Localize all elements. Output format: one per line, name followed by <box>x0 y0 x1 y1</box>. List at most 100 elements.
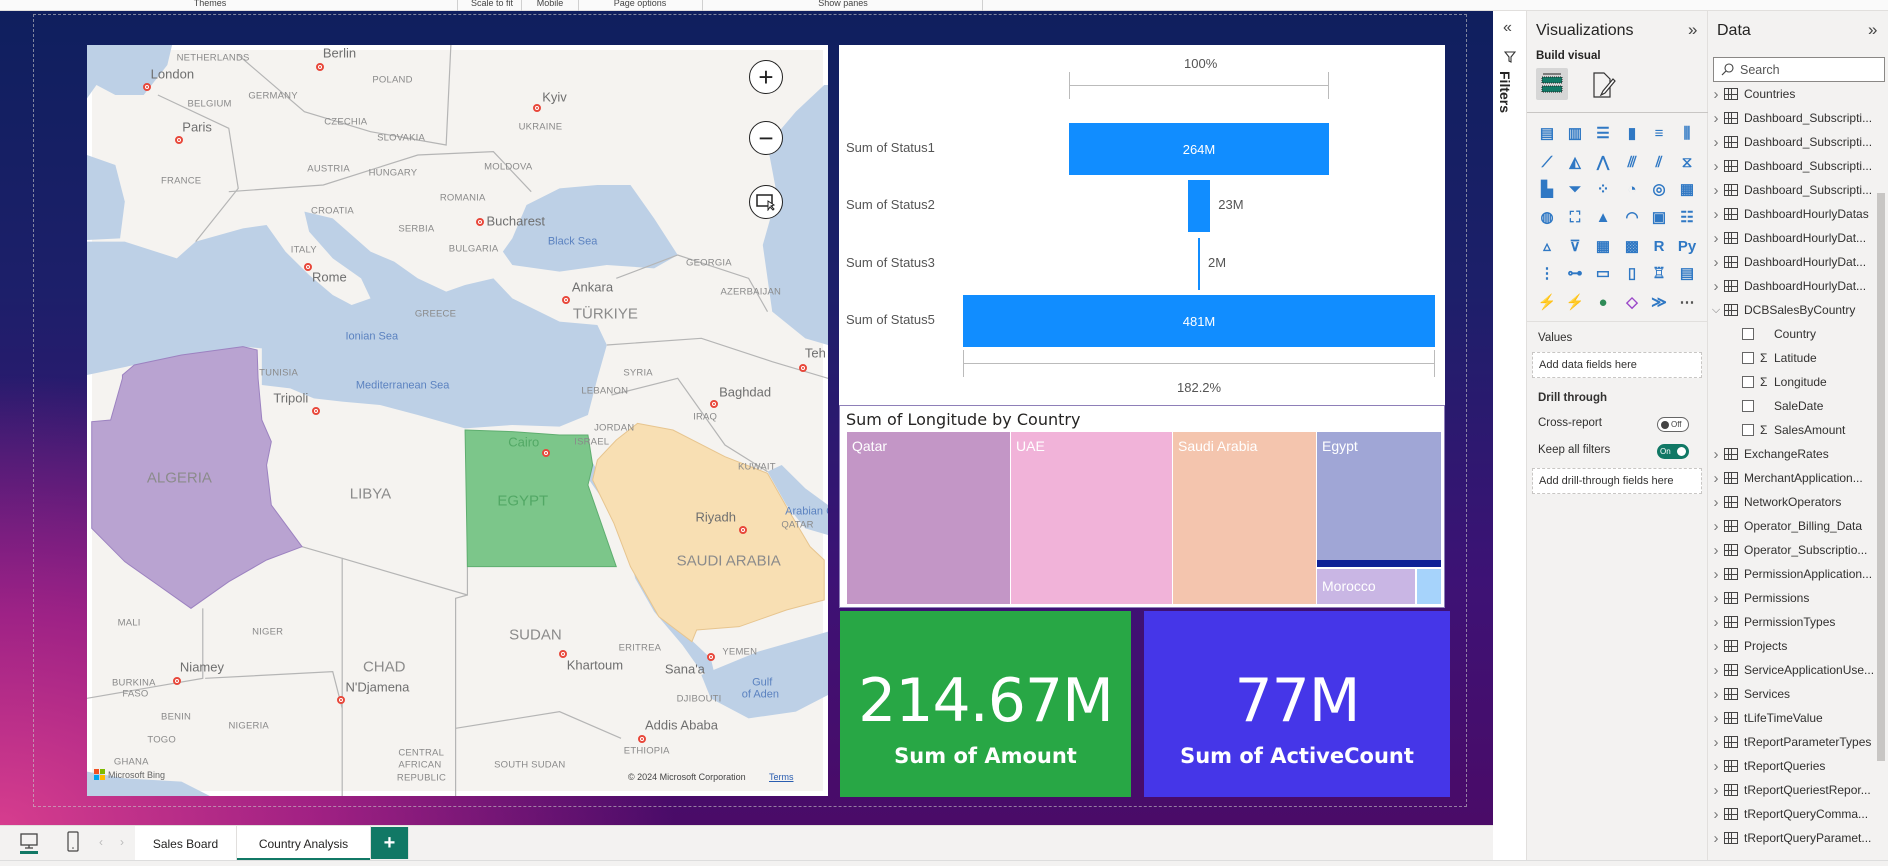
data-table-item[interactable]: › ExchangeRates <box>1708 443 1878 465</box>
data-table-item[interactable]: › Dashboard_Subscripti... <box>1708 107 1878 129</box>
data-table-item[interactable]: › Permissions <box>1708 587 1878 609</box>
filters-label[interactable]: Filters <box>1497 71 1513 114</box>
keep-all-filters-toggle[interactable]: On <box>1657 444 1689 459</box>
line-icon[interactable]: ⟋ <box>1541 153 1553 171</box>
chevron-right-icon[interactable]: › <box>1713 733 1719 751</box>
narrative-icon[interactable]: ▤ <box>1679 264 1695 282</box>
data-table-item[interactable]: ⌵ DCBSalesByCountry <box>1708 299 1878 321</box>
pie-icon[interactable]: ◔ <box>1627 180 1637 198</box>
line-stacked-column-icon[interactable]: ⫻ <box>1627 153 1637 171</box>
data-field-item[interactable]: Σ Longitude <box>1708 371 1878 393</box>
chevron-right-icon[interactable]: › <box>1713 109 1719 127</box>
power-automate-slicer-icon[interactable]: ⚡ <box>1565 293 1585 311</box>
chevron-right-icon[interactable]: › <box>1713 517 1719 535</box>
data-table-item[interactable]: › PermissionApplication... <box>1708 563 1878 585</box>
data-table-item[interactable]: › Dashboard_Subscripti... <box>1708 155 1878 177</box>
card-sum-of-amount[interactable]: 214.67M Sum of Amount <box>840 611 1131 797</box>
chevron-right-icon[interactable]: › <box>1713 685 1719 703</box>
chevron-right-icon[interactable]: › <box>1713 565 1719 583</box>
filters-pane-collapsed[interactable]: « Filters <box>1493 11 1527 860</box>
format-visual-tab[interactable] <box>1591 71 1617 99</box>
chevron-right-icon[interactable]: › <box>1713 829 1719 847</box>
100-stacked-bar-icon[interactable]: ≡ <box>1654 124 1664 142</box>
data-search-input[interactable]: Search <box>1713 57 1885 82</box>
chevron-right-icon[interactable]: › <box>1713 181 1719 199</box>
python-visual-icon[interactable]: Py <box>1677 237 1697 255</box>
100-stacked-column-icon[interactable]: ⫼ <box>1683 124 1691 142</box>
data-table-item[interactable]: › Countries <box>1708 83 1878 105</box>
data-field-item[interactable]: Country <box>1708 323 1878 345</box>
treemap-cell-saudi-arabia[interactable]: Saudi Arabia <box>1173 432 1316 604</box>
ribbon-group-scale-to-fit[interactable]: Scale to fit <box>470 0 514 8</box>
chevron-right-icon[interactable]: › <box>1713 709 1719 727</box>
collapse-data-icon[interactable]: » <box>1868 20 1878 39</box>
data-table-item[interactable]: › tReportQueryParamet... <box>1708 827 1878 849</box>
treemap-visual[interactable]: Sum of Longitude by Country Qatar UAE Sa… <box>839 405 1445 608</box>
line-clustered-column-icon[interactable]: ⫽ <box>1655 153 1663 171</box>
drill-through-drop-zone[interactable]: Add drill-through fields here <box>1532 468 1702 494</box>
treemap-cell-qatar[interactable]: Qatar <box>847 432 1010 604</box>
data-table-item[interactable]: › Services <box>1708 683 1878 705</box>
gauge-icon[interactable]: ◠ <box>1625 208 1639 226</box>
field-checkbox[interactable] <box>1742 400 1754 412</box>
data-table-item[interactable]: › PermissionTypes <box>1708 611 1878 633</box>
qa-icon[interactable]: ▭ <box>1595 264 1611 282</box>
treemap-cell-other[interactable] <box>1417 569 1441 604</box>
funnel-visual[interactable]: 100% Sum of Status1 264M Sum of Status2 23M… <box>839 45 1445 413</box>
chevron-right-icon[interactable]: › <box>1713 781 1719 799</box>
card-sum-of-activecount[interactable]: 77M Sum of ActiveCount <box>1144 611 1450 797</box>
matrix-icon[interactable]: ▩ <box>1624 237 1640 255</box>
chevron-right-icon[interactable]: › <box>1713 445 1719 463</box>
chevron-right-icon[interactable]: › <box>1713 493 1719 511</box>
data-table-item[interactable]: › Dashboard_Subscripti... <box>1708 131 1878 153</box>
azure-map-icon[interactable]: ▲ <box>1595 208 1611 226</box>
values-drop-zone[interactable]: Add data fields here <box>1532 352 1702 378</box>
map-visual[interactable]: NETHERLANDS Berlin London POLAND GERMANY Kyiv… <box>87 45 828 796</box>
chevron-right-icon[interactable]: › <box>1713 469 1719 487</box>
treemap-cell-morocco[interactable]: Morocco <box>1317 569 1415 604</box>
ribbon-group-mobile[interactable]: Mobile <box>536 0 564 8</box>
field-checkbox[interactable] <box>1742 328 1754 340</box>
data-table-item[interactable]: › DashboardHourlyDat... <box>1708 227 1878 249</box>
treemap-cell-uae[interactable]: UAE <box>1011 432 1172 604</box>
zoom-in-button[interactable]: + <box>749 60 783 94</box>
expand-filters-icon[interactable]: « <box>1503 19 1512 36</box>
funnel-bar[interactable]: 481M <box>963 295 1435 347</box>
stacked-bar-icon[interactable]: ▤ <box>1539 124 1555 142</box>
field-checkbox[interactable] <box>1742 376 1754 388</box>
chevron-right-icon[interactable]: › <box>1713 85 1719 103</box>
clustered-column-icon[interactable]: ▮ <box>1627 124 1637 142</box>
treemap-cell-egypt[interactable]: Egypt <box>1317 432 1441 567</box>
filled-map-icon[interactable]: ⛶ <box>1569 208 1581 226</box>
funnel-bar[interactable] <box>1198 238 1200 290</box>
data-table-item[interactable]: › DashboardHourlyDat... <box>1708 275 1878 297</box>
chevron-right-icon[interactable]: › <box>1713 157 1719 175</box>
donut-icon[interactable]: ◎ <box>1652 180 1666 198</box>
data-table-item[interactable]: › DashboardHourlyDat... <box>1708 251 1878 273</box>
stacked-column-icon[interactable]: ▥ <box>1567 124 1583 142</box>
data-table-item[interactable]: › tReportQueryComma... <box>1708 803 1878 825</box>
zoom-out-button[interactable]: − <box>749 121 783 155</box>
ribbon-group-page-options[interactable]: Page options <box>613 0 667 8</box>
funnel-icon[interactable]: ⏷ <box>1568 180 1581 198</box>
table-icon[interactable]: ▦ <box>1595 237 1611 255</box>
chevron-right-icon[interactable]: › <box>1713 805 1719 823</box>
decomposition-tree-icon[interactable]: ⊶ <box>1567 264 1583 282</box>
scatter-icon[interactable]: ⁘ <box>1596 180 1610 198</box>
waterfall-icon[interactable]: ▙ <box>1541 180 1553 198</box>
ribbon-icon[interactable]: ⧖ <box>1681 153 1693 171</box>
chevron-right-icon[interactable]: › <box>1713 205 1719 223</box>
chevron-right-icon[interactable]: › <box>1713 229 1719 247</box>
map-terms-link[interactable]: Terms <box>769 772 794 782</box>
data-table-item[interactable]: › tLifeTimeValue <box>1708 707 1878 729</box>
map-icon[interactable]: ◍ <box>1540 208 1554 226</box>
metrics-icon[interactable]: ♖ <box>1652 264 1666 282</box>
cross-report-toggle[interactable]: Off <box>1657 417 1689 432</box>
chevron-right-icon[interactable]: › <box>1713 277 1719 295</box>
card-icon[interactable]: ▣ <box>1651 208 1667 226</box>
field-checkbox[interactable] <box>1742 352 1754 364</box>
data-table-item[interactable]: › tReportQueriestRepor... <box>1708 779 1878 801</box>
clustered-bar-icon[interactable]: ☰ <box>1596 124 1610 142</box>
power-automate-icon[interactable]: ≫ <box>1651 293 1667 311</box>
chevron-right-icon[interactable]: › <box>1713 661 1719 679</box>
